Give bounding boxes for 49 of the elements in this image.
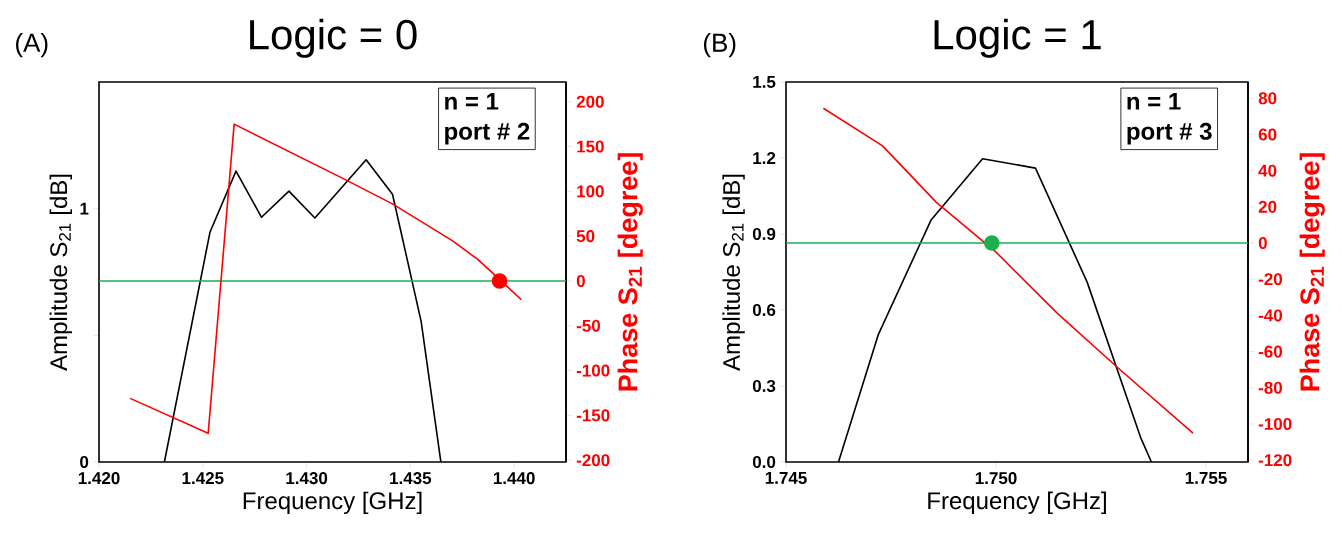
annotation: port # 2 bbox=[445, 122, 530, 145]
y2-tick-label: 50 bbox=[576, 230, 595, 243]
y-tick-label: 1 bbox=[80, 202, 89, 215]
y2-tick-label: 80 bbox=[1258, 92, 1277, 105]
text: (A) bbox=[16, 32, 48, 58]
y2-axis-title: Phase S$_{21}$ [degree] bbox=[1299, 153, 1325, 391]
annotation: n = 1 bbox=[445, 93, 499, 110]
y2-axis-title: Phase S$_{21}$ [degree] bbox=[617, 153, 643, 391]
x-axis-title: Frequency [GHz] bbox=[243, 491, 422, 515]
y2-tick-label: -80 bbox=[1258, 381, 1282, 394]
x-tick-label: 1.755 bbox=[1185, 472, 1227, 484]
y2-tick-label: 40 bbox=[1258, 164, 1277, 177]
y-axis-title: Amplitude S$_{21}$ [dB] bbox=[49, 174, 72, 371]
y-axis-title: Amplitude S$_{21}$ [dB] bbox=[722, 174, 745, 371]
y-tick-label: 1.2 bbox=[753, 152, 776, 164]
y-tick-label: 0.3 bbox=[752, 379, 776, 393]
x-tick-label: 1.420 bbox=[78, 472, 120, 485]
y2-tick-label: -50 bbox=[576, 319, 600, 332]
x-tick-label: 1.440 bbox=[493, 472, 535, 485]
y2-tick-label: 0 bbox=[576, 274, 585, 287]
x-tick-label: 1.435 bbox=[390, 472, 432, 485]
y2-tick-label: -100 bbox=[576, 364, 610, 377]
y2-tick-label: 100 bbox=[577, 185, 604, 198]
y2-tick-label: -120 bbox=[1258, 454, 1292, 467]
chart-title: Logic = 1 bbox=[934, 18, 1101, 58]
y2-tick-label: 60 bbox=[1258, 128, 1277, 141]
y-tick-label: 0.6 bbox=[752, 303, 776, 317]
y2-tick-label: -20 bbox=[1258, 273, 1282, 286]
y2-tick-label: -100 bbox=[1258, 417, 1292, 431]
x-tick-label: 1.750 bbox=[975, 472, 1017, 485]
y2-tick-label: -200 bbox=[576, 454, 610, 467]
y-tick-label: 0.9 bbox=[752, 227, 776, 241]
y2-tick-label: -40 bbox=[1258, 309, 1282, 322]
y2-tick-label: 20 bbox=[1258, 200, 1277, 213]
x-axis-title: Frequency [GHz] bbox=[928, 491, 1106, 514]
y-tick-label: 1.5 bbox=[753, 76, 776, 88]
y2-tick-label: -150 bbox=[576, 409, 610, 422]
y2-tick-label: 200 bbox=[576, 95, 604, 108]
y2-tick-label: 0 bbox=[1258, 237, 1267, 250]
text: (B) bbox=[703, 32, 736, 58]
annotation: n = 1 bbox=[1127, 93, 1181, 110]
y2-tick-label: -60 bbox=[1258, 345, 1282, 358]
y2-tick-label: 150 bbox=[577, 140, 604, 153]
annotation: port # 3 bbox=[1127, 122, 1212, 145]
chart-title: Logic = 0 bbox=[250, 18, 417, 58]
x-tick-label: 1.430 bbox=[286, 472, 328, 485]
x-tick-label: 1.745 bbox=[765, 472, 807, 484]
x-tick-label: 1.425 bbox=[182, 472, 224, 485]
y-tick-label: 0.0 bbox=[752, 455, 776, 469]
